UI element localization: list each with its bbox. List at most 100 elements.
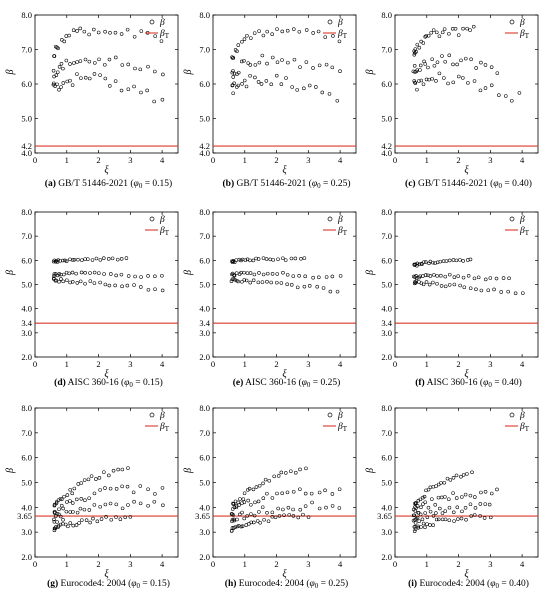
data-point — [423, 500, 427, 505]
data-point — [88, 271, 92, 275]
x-tick-label: 3 — [306, 359, 310, 369]
data-point — [424, 34, 428, 38]
data-point — [120, 484, 124, 489]
legend-label-beta: β — [337, 215, 343, 225]
scatter-series-beta — [52, 466, 165, 533]
data-point — [447, 53, 452, 58]
data-point — [96, 30, 101, 35]
data-point — [78, 279, 83, 284]
data-point — [260, 505, 265, 510]
data-point — [461, 275, 466, 280]
data-point — [285, 28, 290, 33]
data-point — [413, 527, 418, 531]
x-tick-label: 4 — [338, 559, 343, 569]
data-point — [431, 514, 436, 518]
data-point — [52, 528, 57, 533]
data-point — [161, 72, 165, 77]
caption-equals: = — [310, 378, 320, 388]
y-tick-label: 8.0 — [21, 207, 32, 217]
caption-open-paren: ( — [296, 377, 302, 388]
data-point — [153, 287, 157, 292]
data-point — [495, 71, 500, 75]
data-point — [256, 80, 261, 84]
data-point — [289, 283, 294, 287]
data-point — [426, 487, 431, 492]
data-point — [461, 26, 465, 31]
data-point — [417, 262, 422, 267]
data-point — [419, 78, 424, 83]
data-point — [421, 41, 426, 45]
data-point — [107, 57, 112, 62]
legend-beta-t-subscript: T — [165, 32, 170, 40]
data-point — [120, 284, 124, 289]
data-point — [132, 283, 136, 287]
plot-frame — [394, 407, 539, 558]
x-axis-label: ξ — [464, 165, 469, 176]
data-point — [254, 256, 258, 261]
data-point — [417, 79, 421, 83]
data-point — [415, 68, 419, 72]
data-point — [338, 69, 342, 73]
x-tick-label: 2 — [274, 359, 278, 369]
data-point — [236, 279, 240, 284]
data-point — [448, 478, 453, 482]
data-point — [95, 519, 100, 524]
data-point — [463, 492, 468, 497]
x-axis-label: ξ — [464, 369, 469, 380]
legend-marker-beta — [149, 216, 155, 222]
data-point — [261, 33, 266, 38]
data-point — [237, 257, 242, 262]
data-point — [430, 497, 434, 501]
y-tick-label: 3.65 — [17, 511, 32, 521]
data-point — [311, 275, 315, 280]
data-point — [451, 476, 456, 480]
data-point — [79, 270, 84, 275]
data-point — [63, 258, 67, 263]
data-point — [54, 73, 59, 77]
data-point — [420, 262, 424, 266]
data-point — [465, 26, 469, 31]
data-point — [418, 63, 423, 68]
data-point — [272, 474, 276, 479]
x-tick-label: 1 — [243, 155, 247, 165]
data-point — [115, 257, 120, 262]
data-point — [269, 82, 274, 87]
data-point — [72, 486, 77, 491]
legend-marker-beta — [327, 216, 333, 222]
caption-close-paren: ) — [337, 377, 340, 388]
data-point — [436, 517, 441, 522]
scatter-series-beta — [51, 256, 165, 293]
data-point — [487, 502, 492, 507]
data-point — [290, 85, 294, 89]
y-tick-label: 8.0 — [381, 403, 392, 413]
legend-label-beta-t: βT — [519, 422, 530, 433]
data-point — [120, 506, 125, 511]
data-point — [240, 82, 244, 86]
data-point — [489, 65, 494, 69]
caption-phi-symbol: φ — [483, 378, 488, 388]
caption-letter: (f) — [415, 377, 425, 388]
x-tick-label: 3 — [306, 155, 310, 165]
data-point — [447, 505, 452, 510]
data-point — [472, 513, 477, 517]
y-tick-label: 8.0 — [21, 403, 32, 413]
data-point — [275, 272, 280, 276]
y-tick-label: 4.0 — [21, 304, 32, 314]
x-tick-label: 1 — [243, 359, 247, 369]
x-axis-label: ξ — [282, 369, 287, 380]
data-point — [421, 82, 426, 86]
data-point — [271, 258, 275, 262]
data-point — [440, 511, 445, 515]
data-point — [434, 79, 438, 83]
data-point — [434, 484, 438, 488]
data-point — [458, 258, 462, 262]
data-point — [459, 516, 464, 521]
y-tick-label: 3.4 — [21, 318, 32, 328]
data-point — [439, 481, 443, 485]
data-point — [429, 30, 433, 35]
data-point — [119, 88, 124, 93]
x-tick-label: 1 — [65, 559, 69, 569]
data-point — [275, 27, 279, 31]
